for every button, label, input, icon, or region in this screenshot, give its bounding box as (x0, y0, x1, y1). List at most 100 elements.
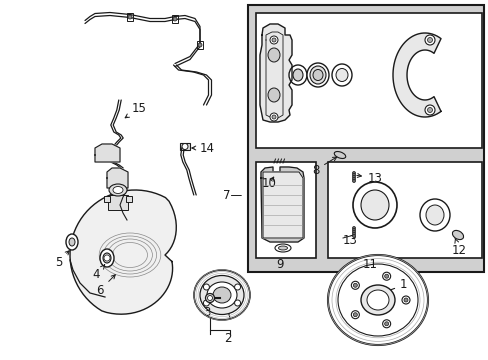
Text: 4: 4 (92, 265, 104, 282)
Text: 13: 13 (356, 171, 382, 185)
Circle shape (384, 322, 388, 326)
Circle shape (424, 35, 434, 45)
Bar (247, 5, 483, 272)
Bar (197, 41, 203, 49)
Bar (256, 162, 315, 258)
Circle shape (203, 284, 209, 290)
Text: 2: 2 (224, 332, 231, 345)
Ellipse shape (292, 69, 303, 81)
Circle shape (207, 296, 212, 301)
Circle shape (352, 171, 355, 175)
Text: 1: 1 (361, 279, 407, 301)
Ellipse shape (425, 205, 443, 225)
Circle shape (353, 313, 357, 317)
Ellipse shape (278, 246, 287, 250)
Bar (127, 13, 133, 21)
Circle shape (352, 174, 355, 176)
Ellipse shape (337, 264, 417, 336)
Circle shape (384, 274, 388, 278)
Ellipse shape (206, 282, 237, 308)
Bar (327, 162, 481, 258)
Circle shape (351, 311, 359, 319)
Circle shape (352, 234, 355, 238)
Circle shape (198, 43, 202, 47)
Ellipse shape (451, 230, 463, 240)
Text: 10: 10 (262, 176, 276, 189)
Circle shape (351, 281, 359, 289)
Circle shape (128, 15, 132, 19)
Bar (108, 195, 128, 210)
Text: 3: 3 (203, 299, 212, 319)
Text: 13: 13 (342, 234, 357, 247)
Ellipse shape (66, 234, 78, 250)
Bar (172, 15, 178, 23)
Circle shape (401, 296, 409, 304)
Circle shape (352, 230, 355, 234)
Ellipse shape (306, 63, 328, 87)
Circle shape (352, 180, 355, 183)
Ellipse shape (213, 287, 230, 303)
Polygon shape (70, 190, 176, 314)
Ellipse shape (109, 184, 127, 196)
Circle shape (271, 38, 275, 42)
Circle shape (104, 255, 110, 261)
Circle shape (234, 300, 240, 306)
Ellipse shape (352, 182, 396, 228)
Text: 9: 9 (276, 258, 283, 271)
Text: 11: 11 (362, 258, 377, 271)
Bar (104, 196, 110, 202)
Text: 7—: 7— (223, 189, 242, 202)
Bar (256, 13, 481, 148)
Bar (126, 196, 132, 202)
Circle shape (271, 115, 275, 119)
Circle shape (234, 284, 240, 290)
Bar (180, 143, 190, 150)
Ellipse shape (360, 285, 394, 315)
Polygon shape (95, 144, 120, 162)
Circle shape (182, 144, 187, 149)
Circle shape (382, 272, 390, 280)
Polygon shape (392, 33, 440, 117)
Polygon shape (107, 168, 128, 188)
Ellipse shape (194, 270, 249, 320)
Circle shape (203, 300, 209, 306)
Circle shape (353, 283, 357, 287)
Ellipse shape (360, 190, 388, 220)
Ellipse shape (267, 88, 280, 102)
Ellipse shape (335, 68, 347, 81)
Ellipse shape (274, 244, 290, 252)
Ellipse shape (366, 290, 388, 310)
Text: 14: 14 (191, 141, 215, 154)
Circle shape (173, 17, 177, 21)
Circle shape (352, 177, 355, 180)
Ellipse shape (309, 66, 325, 84)
Circle shape (352, 226, 355, 230)
Ellipse shape (419, 199, 449, 231)
Ellipse shape (200, 275, 244, 315)
Polygon shape (260, 24, 291, 122)
Circle shape (352, 229, 355, 231)
Ellipse shape (113, 186, 123, 194)
Circle shape (352, 176, 355, 179)
Ellipse shape (334, 152, 345, 158)
Circle shape (269, 36, 278, 44)
Ellipse shape (331, 64, 351, 86)
Circle shape (427, 108, 431, 113)
Text: 5: 5 (55, 251, 69, 269)
Text: 6: 6 (96, 275, 115, 297)
Circle shape (424, 105, 434, 115)
Circle shape (205, 293, 214, 302)
Ellipse shape (327, 255, 427, 345)
Text: 15: 15 (125, 102, 146, 118)
Ellipse shape (267, 48, 280, 62)
Circle shape (403, 298, 407, 302)
Polygon shape (261, 167, 304, 242)
Polygon shape (263, 172, 303, 238)
Circle shape (352, 233, 355, 235)
Circle shape (382, 320, 390, 328)
Text: 8: 8 (311, 157, 336, 176)
Ellipse shape (103, 253, 111, 263)
Circle shape (269, 113, 278, 121)
Circle shape (427, 37, 431, 42)
Ellipse shape (312, 69, 323, 81)
